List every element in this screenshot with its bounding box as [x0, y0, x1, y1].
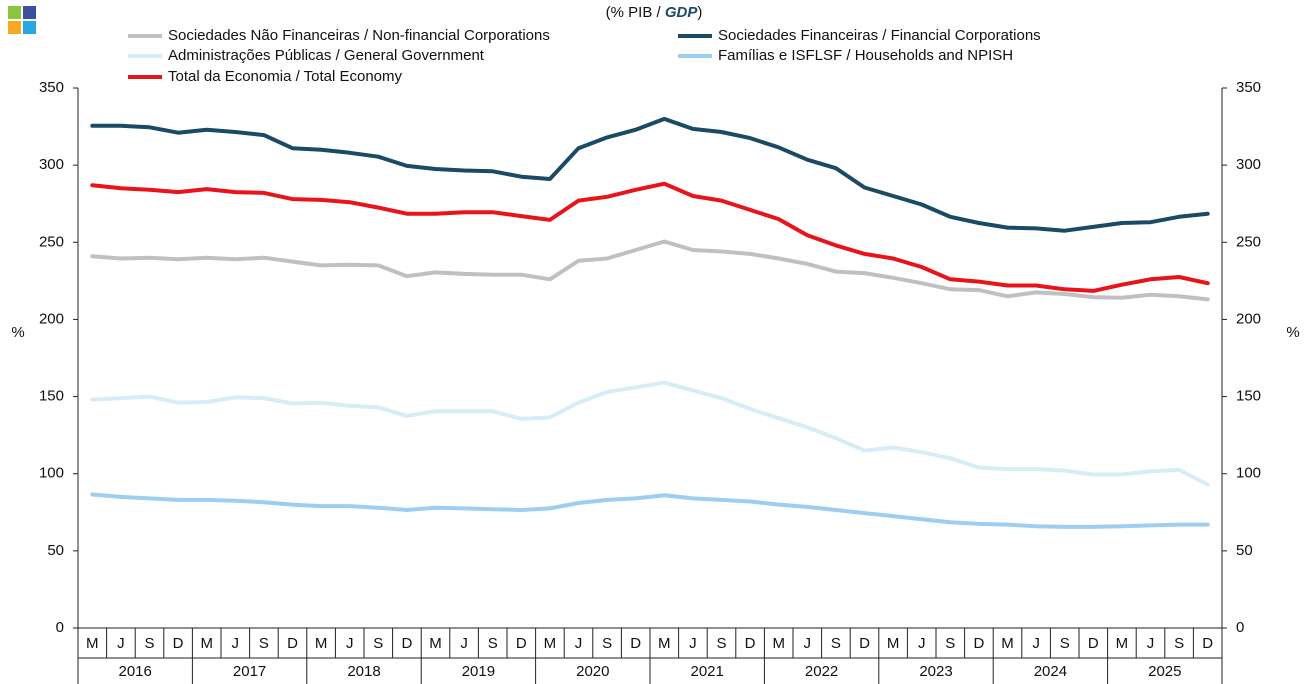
year-label: 2020 [576, 663, 609, 680]
y2-tick-label: 50 [1236, 542, 1253, 559]
title-suffix: ) [697, 4, 702, 21]
x-tick-label: D [401, 635, 412, 652]
x-tick-label: D [173, 635, 184, 652]
x-tick-label: D [630, 635, 641, 652]
x-tick-label: M [86, 635, 99, 652]
x-tick-label: S [831, 635, 841, 652]
y-tick-label: 0 [56, 619, 64, 636]
x-tick-label: M [887, 635, 900, 652]
x-tick-label: S [1060, 635, 1070, 652]
x-tick-label: S [259, 635, 269, 652]
title-emphasis: GDP [665, 4, 699, 21]
x-tick-label: M [315, 635, 328, 652]
x-tick-label: D [745, 635, 756, 652]
x-tick-label: J [804, 635, 812, 652]
x-tick-label: J [460, 635, 468, 652]
x-tick-label: M [1116, 635, 1129, 652]
chart-title: (% PIB / GDP) [606, 4, 703, 21]
y2-tick-label: 100 [1236, 465, 1261, 482]
series-line [90, 181, 1210, 293]
y-tick-label: 100 [39, 465, 64, 482]
y-tick-label: 150 [39, 388, 64, 405]
title-prefix: (% PIB / [606, 4, 662, 21]
y-tick-label: 350 [39, 79, 64, 96]
y2-tick-label: 300 [1236, 156, 1261, 173]
series-line [90, 380, 1210, 487]
y2-axis-label: % [1286, 324, 1299, 341]
legend-label: Sociedades Não Financeiras / Non-financi… [168, 27, 550, 44]
year-label: 2018 [347, 663, 380, 680]
x-tick-label: D [287, 635, 298, 652]
logo-square [23, 21, 36, 34]
logo [8, 6, 36, 34]
x-tick-label: J [918, 635, 926, 652]
series-line [90, 116, 1210, 233]
x-tick-label: S [602, 635, 612, 652]
x-tick-label: S [1174, 635, 1184, 652]
x-tick-label: J [689, 635, 697, 652]
year-label: 2022 [805, 663, 838, 680]
year-label: 2016 [119, 663, 152, 680]
x-tick-label: M [429, 635, 442, 652]
year-label: 2025 [1148, 663, 1181, 680]
logo-square [23, 6, 36, 19]
year-label: 2017 [233, 663, 266, 680]
x-tick-label: S [945, 635, 955, 652]
series-line [90, 492, 1210, 529]
year-label: 2019 [462, 663, 495, 680]
y-tick-label: 300 [39, 156, 64, 173]
legend-label: Famílias e ISFLSF / Households and NPISH [718, 47, 1013, 64]
y2-tick-label: 150 [1236, 388, 1261, 405]
y2-tick-label: 0 [1236, 619, 1244, 636]
logo-square [8, 21, 21, 34]
x-tick-label: D [516, 635, 527, 652]
x-tick-label: J [346, 635, 354, 652]
y-tick-label: 50 [47, 542, 64, 559]
x-tick-label: M [200, 635, 213, 652]
x-tick-label: M [658, 635, 671, 652]
y2-tick-label: 200 [1236, 310, 1261, 327]
legend-label: Administrações Públicas / General Govern… [168, 47, 485, 64]
x-tick-label: M [544, 635, 557, 652]
y2-tick-label: 350 [1236, 79, 1261, 96]
x-tick-label: M [772, 635, 785, 652]
x-tick-label: J [1032, 635, 1040, 652]
logo-square [8, 6, 21, 19]
legend-label: Total da Economia / Total Economy [168, 68, 403, 85]
x-tick-label: J [117, 635, 125, 652]
x-tick-label: J [575, 635, 583, 652]
x-tick-label: D [973, 635, 984, 652]
x-tick-label: S [144, 635, 154, 652]
y2-tick-label: 250 [1236, 233, 1261, 250]
x-tick-label: D [1088, 635, 1099, 652]
x-tick-label: S [716, 635, 726, 652]
year-label: 2023 [919, 663, 952, 680]
series-line [90, 239, 1210, 302]
x-tick-label: S [488, 635, 498, 652]
year-label: 2021 [691, 663, 724, 680]
y-tick-label: 200 [39, 310, 64, 327]
x-tick-label: S [373, 635, 383, 652]
y-axis-label: % [11, 324, 24, 341]
legend-label: Sociedades Financeiras / Financial Corpo… [718, 27, 1041, 44]
x-tick-label: D [859, 635, 870, 652]
y-tick-label: 250 [39, 233, 64, 250]
year-label: 2024 [1034, 663, 1067, 680]
x-tick-label: J [232, 635, 240, 652]
x-tick-label: D [1202, 635, 1213, 652]
x-tick-label: J [1147, 635, 1155, 652]
x-tick-label: M [1001, 635, 1014, 652]
